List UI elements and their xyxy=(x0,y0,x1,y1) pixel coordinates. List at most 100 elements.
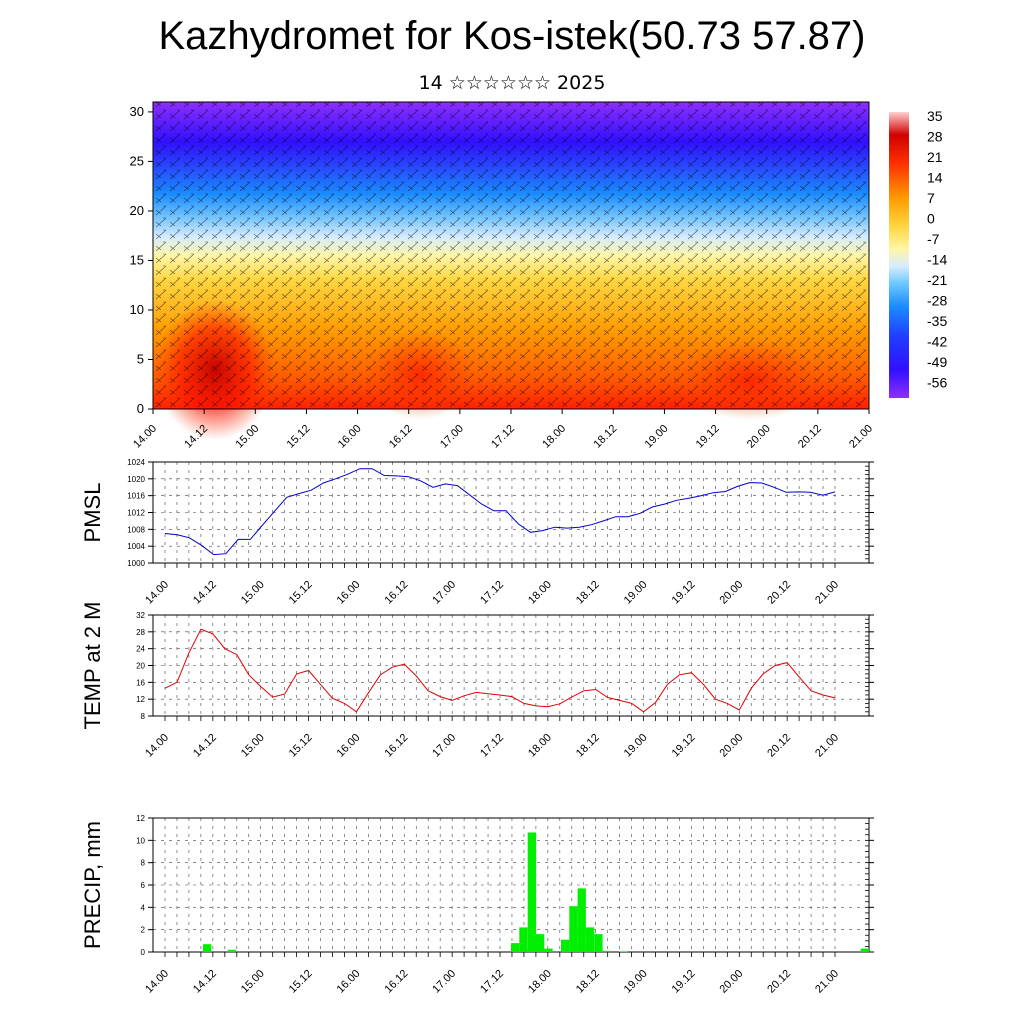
y-axis-title: PMSL xyxy=(80,483,105,543)
cs-ytick-label: 30 xyxy=(130,104,144,119)
ytick-label: 1020 xyxy=(127,475,145,484)
ytick-label: 8 xyxy=(141,859,146,868)
xtick-label: 14.00 xyxy=(143,732,171,760)
xtick-label: 19.12 xyxy=(670,968,698,996)
cs-xtick-label: 18.00 xyxy=(540,423,568,451)
xtick-label: 19.12 xyxy=(670,732,698,760)
precip-bar xyxy=(602,950,611,952)
xtick-label: 14.12 xyxy=(191,579,219,607)
xtick-label: 19.00 xyxy=(622,579,650,607)
ytick-label: 1000 xyxy=(127,559,145,568)
xtick-label: 20.12 xyxy=(765,968,793,996)
xtick-label: 15.00 xyxy=(239,732,267,760)
xtick-label: 16.12 xyxy=(382,579,410,607)
ytick-label: 28 xyxy=(136,628,145,637)
colorbar-label: 0 xyxy=(927,211,935,227)
xtick-label: 20.00 xyxy=(717,579,745,607)
xtick-label: 18.00 xyxy=(526,579,554,607)
pmsl-panel: 1000 1004 1008 1012 1016 1020 1024 14.00 14.12 15… xyxy=(80,458,874,607)
temp-panel: 8 12 16 20 24 28 32 14.00 14.12 15.00 15.12 16.00 16… xyxy=(80,602,874,760)
xtick-label: 17.00 xyxy=(430,579,458,607)
cs-xtick-label: 15.12 xyxy=(285,423,313,451)
xtick-label: 20.00 xyxy=(717,732,745,760)
precip-bar xyxy=(577,888,586,952)
xtick-label: 17.00 xyxy=(430,968,458,996)
cs-xtick-label: 16.00 xyxy=(336,423,364,451)
colorbar-label: -42 xyxy=(927,334,947,350)
cs-ytick-label: 15 xyxy=(130,252,144,267)
colorbar-strip xyxy=(889,112,909,398)
ytick-label: 8 xyxy=(141,712,146,721)
ytick-label: 1016 xyxy=(127,492,145,501)
precip-bar xyxy=(519,927,528,952)
xtick-label: 18.00 xyxy=(526,732,554,760)
cs-xtick-label: 19.00 xyxy=(643,423,671,451)
colorbar-label: 21 xyxy=(927,149,943,165)
precip-panel: 0 2 4 6 8 10 12 14.00 14.12 15.00 15.12 16.00 16.12 1… xyxy=(80,814,874,996)
cs-xtick-label: 20.00 xyxy=(745,423,773,451)
cs-ytick-label: 10 xyxy=(130,302,144,317)
cs-xtick-label: 17.12 xyxy=(489,423,517,451)
xtick-label: 21.00 xyxy=(813,732,841,760)
xtick-label: 21.00 xyxy=(813,579,841,607)
xtick-label: 20.12 xyxy=(765,732,793,760)
colorbar-label: 28 xyxy=(927,129,943,145)
colorbar-label: 14 xyxy=(927,170,943,186)
xtick-label: 16.12 xyxy=(382,732,410,760)
precip-bar xyxy=(860,948,869,952)
precip-bar xyxy=(203,944,212,952)
xtick-label: 17.12 xyxy=(478,732,506,760)
colorbar-label: -56 xyxy=(927,375,947,391)
colorbar: 35 28 21 14 7 0 -7 -14 -21 -28 -35 -42 -49 -56 xyxy=(889,108,947,398)
xtick-label: 19.00 xyxy=(622,732,650,760)
xtick-label: 14.00 xyxy=(143,579,171,607)
precip-bar xyxy=(536,934,545,952)
xtick-label: 14.12 xyxy=(191,968,219,996)
precip-bar xyxy=(594,934,603,952)
colorbar-label: -35 xyxy=(927,313,947,329)
ytick-label: 0 xyxy=(141,948,146,957)
ytick-label: 1008 xyxy=(127,525,145,534)
ytick-label: 16 xyxy=(136,678,145,687)
cs-ytick-label: 5 xyxy=(137,351,144,366)
y-axis-title: PRECIP, mm xyxy=(80,821,105,949)
xtick-label: 16.00 xyxy=(335,968,363,996)
precip-bar xyxy=(544,948,553,952)
y-axis-title: TEMP at 2 M xyxy=(80,602,105,730)
xtick-label: 14.12 xyxy=(191,732,219,760)
xtick-label: 17.00 xyxy=(430,732,458,760)
ytick-label: 1004 xyxy=(127,542,145,551)
ytick-label: 4 xyxy=(141,903,146,912)
precip-bar xyxy=(569,906,578,952)
ytick-label: 32 xyxy=(136,611,145,620)
wind-barbs-overlay xyxy=(153,102,869,409)
cs-xtick-label: 17.00 xyxy=(438,423,466,451)
precip-bar xyxy=(527,832,536,952)
xtick-label: 19.00 xyxy=(622,968,650,996)
page-title: Kazhydromet for Kos-istek(50.73 57.87) xyxy=(158,14,866,58)
colorbar-label: 7 xyxy=(927,190,935,206)
xtick-label: 20.12 xyxy=(765,579,793,607)
cs-ytick-label: 20 xyxy=(130,203,144,218)
xtick-label: 17.12 xyxy=(478,579,506,607)
cs-ytick-label: 0 xyxy=(137,401,144,416)
ytick-label: 1012 xyxy=(127,509,145,518)
temp-series-line xyxy=(164,628,836,713)
cs-xtick-label: 19.12 xyxy=(694,423,722,451)
precip-bar xyxy=(619,951,628,952)
xtick-label: 20.00 xyxy=(717,968,745,996)
ytick-label: 24 xyxy=(136,645,145,654)
ytick-label: 20 xyxy=(136,662,145,671)
ytick-label: 10 xyxy=(136,836,145,845)
xtick-label: 15.00 xyxy=(239,968,267,996)
colorbar-label: 35 xyxy=(927,108,943,124)
xtick-label: 15.12 xyxy=(287,732,315,760)
cs-xtick-label: 21.00 xyxy=(847,423,875,451)
cs-xtick-label: 16.12 xyxy=(387,423,415,451)
ytick-label: 12 xyxy=(136,695,145,704)
colorbar-label: -28 xyxy=(927,293,947,309)
xtick-label: 15.12 xyxy=(287,579,315,607)
xtick-label: 16.00 xyxy=(335,732,363,760)
colorbar-labels: 35 28 21 14 7 0 -7 -14 -21 -28 -35 -42 -49 -56 xyxy=(927,108,947,391)
